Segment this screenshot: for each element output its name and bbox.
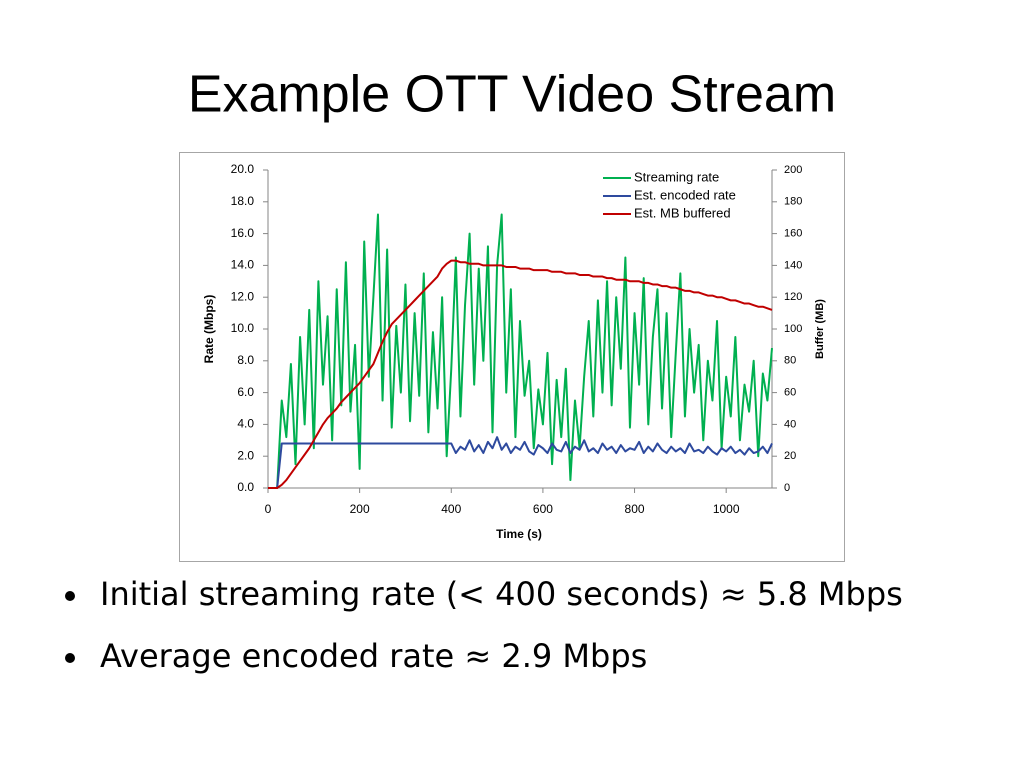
- x-tick-label: 1000: [713, 502, 740, 516]
- y-tick-label: 0.0: [237, 480, 254, 494]
- y2-tick-label: 0: [784, 482, 790, 494]
- y2-tick-label: 20: [784, 450, 796, 462]
- bullet: Average encoded rate ≈ 2.9 Mbps: [100, 637, 647, 675]
- series-line: [268, 436, 773, 489]
- x-axis-label: Time (s): [496, 527, 542, 541]
- x-tick-label: 200: [350, 502, 370, 516]
- y2-tick-label: 80: [784, 355, 796, 367]
- bullet-dot: [65, 653, 75, 663]
- y-tick-label: 20.0: [231, 162, 255, 176]
- y2-axis-label: Buffer (MB): [814, 299, 826, 359]
- y2-tick-label: 140: [784, 259, 802, 271]
- y2-tick-label: 200: [784, 164, 802, 176]
- y2-tick-label: 160: [784, 228, 802, 240]
- legend-label: Est. encoded rate: [634, 187, 736, 202]
- bullet-dot: [65, 591, 75, 601]
- y-tick-label: 14.0: [231, 258, 255, 272]
- y2-tick-label: 100: [784, 323, 802, 335]
- x-tick-label: 600: [533, 502, 553, 516]
- y-tick-label: 4.0: [237, 417, 254, 431]
- y2-tick-label: 180: [784, 196, 802, 208]
- slide-title: Example OTT Video Stream: [188, 66, 836, 124]
- y-tick-label: 16.0: [231, 226, 255, 240]
- y-tick-label: 6.0: [237, 385, 254, 399]
- y2-tick-label: 120: [784, 291, 802, 303]
- series-line: [268, 213, 773, 489]
- y-tick-label: 8.0: [237, 353, 254, 367]
- x-tick-label: 400: [441, 502, 461, 516]
- y2-tick-label: 40: [784, 418, 796, 430]
- y-tick-label: 12.0: [231, 289, 255, 303]
- y-tick-label: 18.0: [231, 194, 255, 208]
- series-line: [268, 259, 773, 489]
- x-tick-label: 0: [265, 502, 272, 516]
- y2-tick-label: 60: [784, 387, 796, 399]
- legend-label: Est. MB buffered: [634, 205, 731, 220]
- y-tick-label: 10.0: [231, 321, 255, 335]
- y-axis-label: Rate (Mbps): [202, 295, 216, 364]
- x-tick-label: 800: [625, 502, 645, 516]
- y-tick-label: 2.0: [237, 448, 254, 462]
- bullet: Initial streaming rate (< 400 seconds) ≈…: [100, 575, 903, 613]
- legend-label: Streaming rate: [634, 169, 719, 184]
